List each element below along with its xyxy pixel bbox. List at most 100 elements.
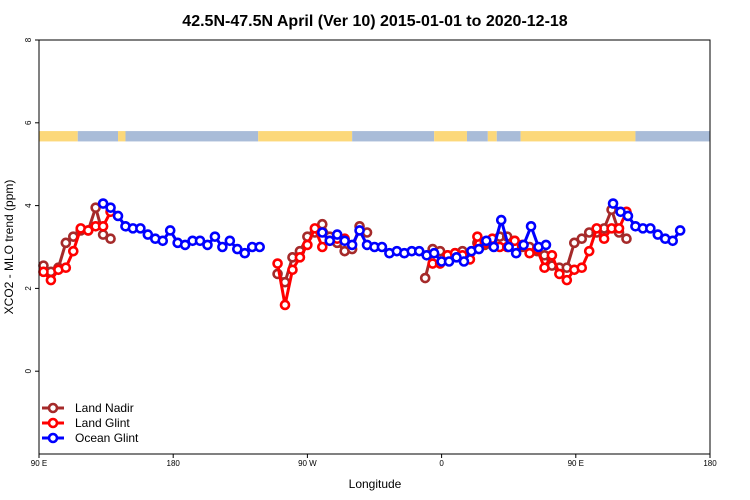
data-point xyxy=(194,235,206,247)
data-point xyxy=(645,223,656,234)
plot-frame xyxy=(38,39,711,455)
data-point xyxy=(82,225,94,236)
data-point xyxy=(510,247,522,259)
x-axis-label: Longitude xyxy=(349,477,402,491)
y-tick-label: 0 xyxy=(24,368,33,373)
data-point xyxy=(60,237,72,249)
data-point xyxy=(45,274,57,286)
data-point xyxy=(309,223,321,234)
legend-marker xyxy=(47,432,59,444)
data-point xyxy=(488,241,500,253)
data-point xyxy=(674,225,686,236)
data-point xyxy=(179,239,191,251)
data-point xyxy=(591,223,602,234)
data-point xyxy=(598,233,610,245)
data-point xyxy=(294,252,306,263)
data-point xyxy=(613,223,625,234)
data-point xyxy=(90,202,101,213)
data-point xyxy=(546,249,558,261)
data-point xyxy=(239,247,251,259)
data-point xyxy=(97,221,109,232)
y-axis-label: XCO2 - MLO trend (ppm) xyxy=(2,180,16,315)
legend-marker xyxy=(47,417,59,429)
band-segment-ocean xyxy=(496,131,521,142)
data-point xyxy=(539,262,550,274)
band-segment-land xyxy=(487,131,497,142)
data-point xyxy=(135,223,146,234)
y-tick-label: 2 xyxy=(24,286,33,291)
data-point xyxy=(105,202,116,213)
series-layer xyxy=(38,198,686,311)
data-point xyxy=(554,268,565,280)
y-tick-label: 8 xyxy=(24,37,33,42)
band-segment-land xyxy=(434,131,467,142)
data-point xyxy=(667,235,679,247)
data-point xyxy=(561,274,573,286)
data-point xyxy=(569,237,580,249)
data-point xyxy=(279,299,291,311)
data-point xyxy=(376,241,388,253)
data-point xyxy=(354,225,365,236)
band-segment-ocean xyxy=(125,131,259,142)
x-tick-label: 0 xyxy=(439,459,444,468)
x-tick-label: 180 xyxy=(703,459,717,468)
chart-title: 42.5N-47.5N April (Ver 10) 2015-01-01 to… xyxy=(182,13,568,30)
legend-label: Land Glint xyxy=(75,416,130,430)
data-point xyxy=(524,247,535,259)
data-point xyxy=(217,241,228,253)
data-point xyxy=(254,241,265,253)
data-point xyxy=(540,239,552,251)
data-point xyxy=(164,225,176,236)
data-point xyxy=(232,243,243,255)
data-point xyxy=(317,241,328,253)
data-point xyxy=(142,229,154,240)
data-point xyxy=(331,229,343,240)
band-segment-ocean xyxy=(77,131,119,142)
data-point xyxy=(576,262,588,274)
data-point xyxy=(105,233,116,245)
x-tick-label: 180 xyxy=(167,459,181,468)
band-segment-land xyxy=(39,131,78,142)
surface-band xyxy=(39,131,710,142)
y-tick-label: 6 xyxy=(24,120,33,125)
data-point xyxy=(224,235,236,247)
data-point xyxy=(473,243,485,255)
data-point xyxy=(607,198,619,209)
data-point xyxy=(652,229,664,240)
band-segment-ocean xyxy=(635,131,710,142)
band-segment-land xyxy=(520,131,636,142)
band-segment-ocean xyxy=(352,131,435,142)
band-segment-land xyxy=(118,131,126,142)
legend-item: Land Nadir xyxy=(42,401,134,415)
data-point xyxy=(302,239,313,251)
legend-item: Land Glint xyxy=(42,416,130,430)
data-point xyxy=(346,239,358,251)
band-segment-ocean xyxy=(466,131,488,142)
data-point xyxy=(576,233,588,245)
data-point xyxy=(157,235,169,247)
x-tick-label: 90 E xyxy=(31,459,47,468)
data-point xyxy=(112,210,124,222)
data-point xyxy=(518,239,529,251)
data-point xyxy=(615,206,626,218)
band-segment-land xyxy=(258,131,353,142)
x-tick-label: 90 E xyxy=(568,459,584,468)
x-tick-label: 90 W xyxy=(298,459,317,468)
data-point xyxy=(428,247,440,259)
data-point xyxy=(509,235,520,247)
data-point xyxy=(38,266,49,278)
data-point xyxy=(287,264,298,276)
data-point xyxy=(451,252,462,263)
data-point xyxy=(472,231,483,242)
data-point xyxy=(419,272,431,284)
data-point xyxy=(272,258,283,269)
data-point xyxy=(317,227,328,238)
data-point xyxy=(97,198,109,209)
data-point xyxy=(495,214,507,226)
data-point xyxy=(324,235,336,247)
series-ocean-glint xyxy=(97,198,686,267)
data-point xyxy=(413,245,425,257)
data-point xyxy=(583,245,595,257)
